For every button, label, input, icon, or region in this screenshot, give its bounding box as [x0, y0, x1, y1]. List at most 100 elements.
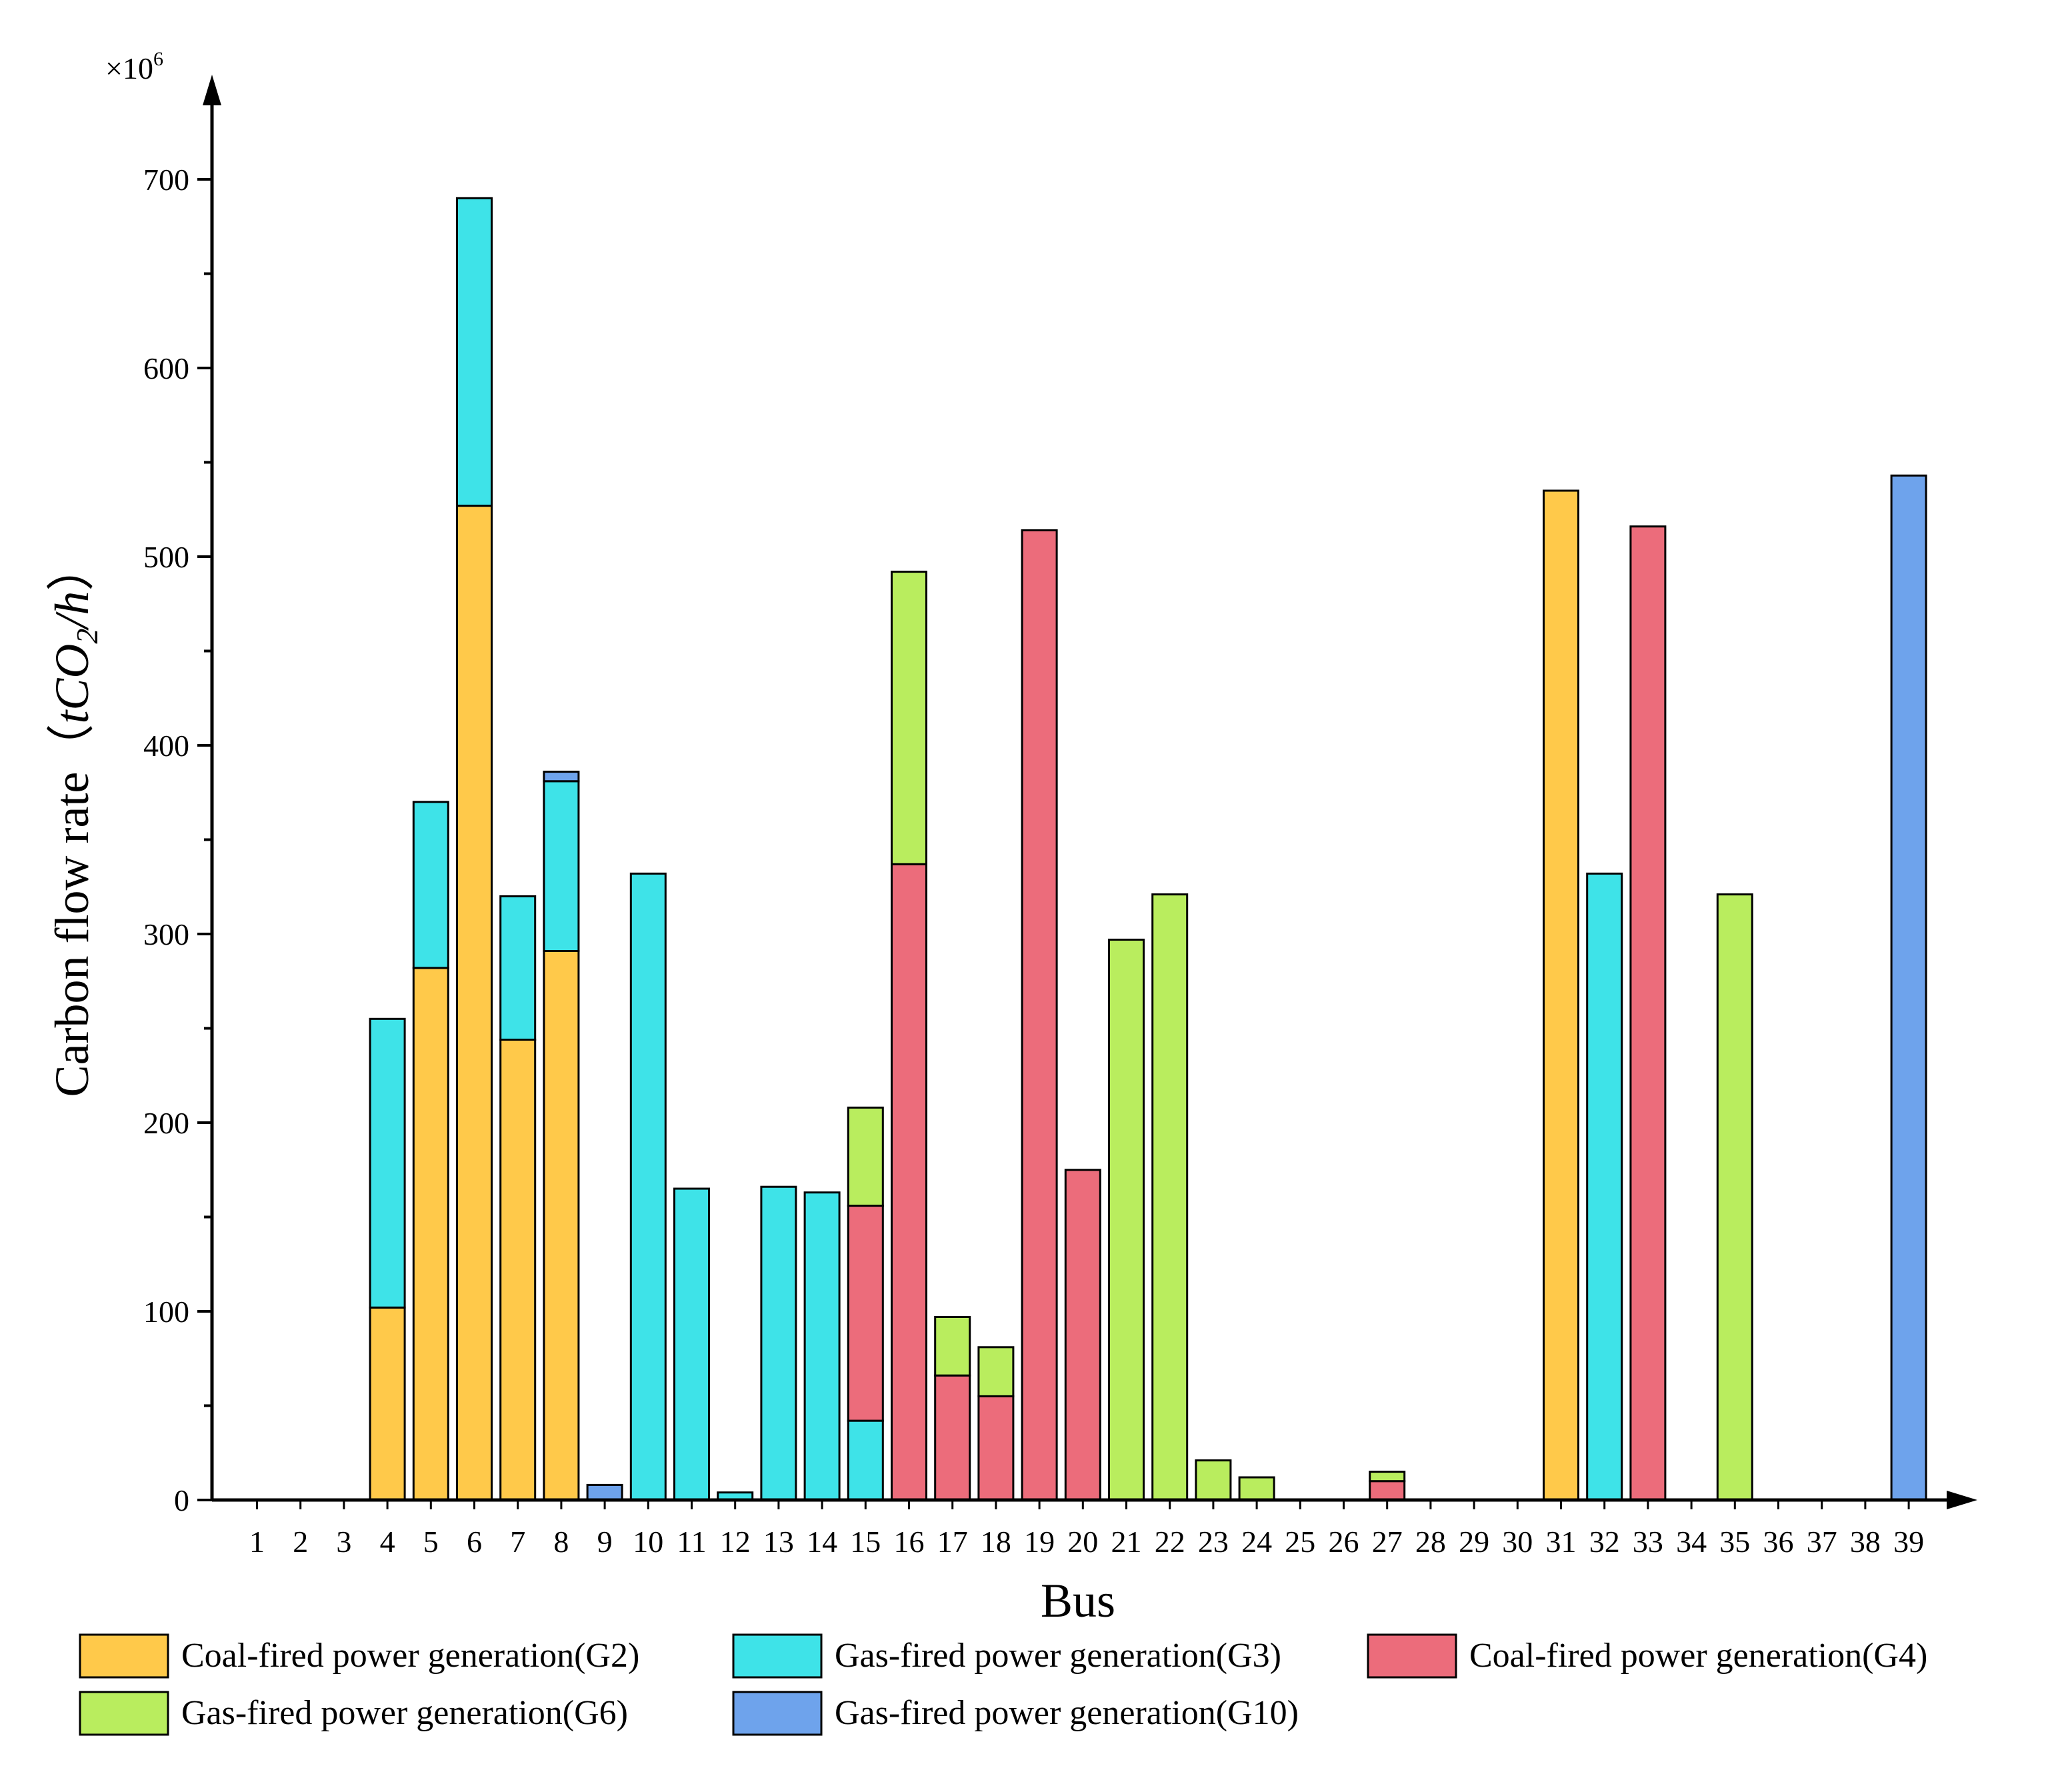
x-tick-label: 35: [1719, 1525, 1750, 1559]
x-tick-label: 31: [1546, 1525, 1577, 1559]
bar-segment: [760, 1185, 797, 1501]
x-axis-title: Bus: [1041, 1574, 1115, 1627]
x-tick-label: 16: [894, 1525, 925, 1559]
x-tick-label: 28: [1415, 1525, 1446, 1559]
x-tick-label: 4: [380, 1525, 395, 1559]
bar-segment: [977, 1395, 1015, 1501]
bar-segment: [977, 1346, 1015, 1397]
bar-segment: [456, 197, 493, 507]
bar-segment: [673, 1187, 710, 1501]
x-tick-label: 20: [1067, 1525, 1098, 1559]
bar-segment: [369, 1306, 406, 1501]
x-tick-label: 9: [597, 1525, 613, 1559]
x-tick-label: 17: [937, 1525, 968, 1559]
legend: Coal-fired power generation(G2) Gas-fired…: [79, 1633, 1927, 1736]
x-tick-label: 23: [1198, 1525, 1229, 1559]
bar-segment: [499, 895, 537, 1041]
bar-segment: [803, 1191, 841, 1501]
bar-segment: [586, 1483, 623, 1501]
x-tick-label: 21: [1111, 1525, 1142, 1559]
legend-label: Gas-fired power generation(G6): [181, 1694, 628, 1732]
y-tick-label: 700: [143, 163, 189, 197]
bar-segment: [456, 505, 493, 1501]
bar-segment: [1238, 1476, 1275, 1501]
x-tick-label: 24: [1241, 1525, 1272, 1559]
x-tick-label: 2: [293, 1525, 308, 1559]
bar-segment: [847, 1205, 884, 1422]
x-tick-label: 38: [1850, 1525, 1881, 1559]
bar-segment: [1890, 474, 1927, 1501]
legend-swatch: [79, 1633, 169, 1679]
bar-segment: [1195, 1459, 1232, 1501]
x-tick-label: 12: [720, 1525, 751, 1559]
x-tick-label: 18: [981, 1525, 1011, 1559]
x-axis-arrow: [1947, 1491, 1977, 1509]
bar-segment: [1108, 939, 1145, 1501]
y-axis-multiplier: ×106: [105, 48, 163, 85]
y-axis-arrow: [203, 75, 221, 105]
x-tick-label: 19: [1024, 1525, 1055, 1559]
bar-segment: [1543, 489, 1579, 1501]
legend-swatch: [732, 1633, 823, 1679]
bar-segment: [412, 801, 449, 969]
bar-segment: [1629, 525, 1667, 1501]
y-tick-label: 400: [143, 729, 189, 763]
bar-segment: [891, 571, 927, 865]
x-tick-label: 7: [510, 1525, 525, 1559]
x-tick-label: 6: [467, 1525, 482, 1559]
x-tick-label: 25: [1285, 1525, 1315, 1559]
bar-segment: [1369, 1480, 1406, 1501]
bar-segment: [1064, 1169, 1101, 1501]
x-tick-label: 37: [1807, 1525, 1837, 1559]
bar-segment: [543, 771, 580, 783]
x-tick-label: 39: [1893, 1525, 1924, 1559]
bar-segment: [629, 872, 667, 1501]
y-tick-label: 500: [143, 540, 189, 574]
legend-label: Gas-fired power generation(G10): [835, 1694, 1299, 1732]
x-tick-label: 3: [336, 1525, 351, 1559]
y-tick-label: 300: [143, 917, 189, 951]
bar-segment: [543, 780, 580, 953]
y-axis-title: Carbon flow rate（tCO2/h）: [45, 543, 104, 1097]
x-tick-label: 29: [1459, 1525, 1489, 1559]
x-tick-label: 22: [1155, 1525, 1185, 1559]
x-tick-label: 1: [249, 1525, 265, 1559]
y-tick-label: 0: [174, 1483, 189, 1517]
bars-layer: [369, 197, 1927, 1501]
x-tick-label: 33: [1633, 1525, 1663, 1559]
y-tick-label: 100: [143, 1295, 189, 1329]
x-tick-label: 14: [807, 1525, 837, 1559]
bar-segment: [847, 1106, 884, 1207]
bar-segment: [1586, 872, 1623, 1501]
bar-segment: [934, 1374, 971, 1501]
bar-segment: [1021, 529, 1058, 1501]
x-tick-label: 10: [633, 1525, 663, 1559]
bar-segment: [369, 1017, 406, 1309]
x-tick-label: 27: [1372, 1525, 1403, 1559]
bar-segment: [499, 1039, 537, 1501]
bar-segment: [1151, 893, 1189, 1501]
x-tick-label: 8: [553, 1525, 569, 1559]
bar-segment: [543, 950, 580, 1501]
x-tick-label: 11: [677, 1525, 706, 1559]
legend-swatch: [79, 1691, 169, 1736]
x-tick-label: 34: [1676, 1525, 1707, 1559]
bar-segment: [1369, 1471, 1406, 1483]
x-tick-label: 30: [1502, 1525, 1533, 1559]
legend-label: Gas-fired power generation(G3): [835, 1637, 1281, 1675]
x-tick-label: 36: [1763, 1525, 1794, 1559]
bar-segment: [1716, 893, 1753, 1501]
x-tick-label: 32: [1589, 1525, 1620, 1559]
x-tick-label: 13: [763, 1525, 794, 1559]
bar-segment: [412, 967, 449, 1501]
x-tick-label: 26: [1329, 1525, 1359, 1559]
y-tick-label: 600: [143, 351, 189, 385]
bar-segment: [891, 863, 927, 1501]
legend-label: Coal-fired power generation(G4): [1469, 1637, 1927, 1675]
x-tick-label: 15: [850, 1525, 881, 1559]
x-tick-label: 5: [423, 1525, 439, 1559]
y-tick-label: 200: [143, 1106, 189, 1140]
bar-segment: [934, 1316, 971, 1377]
